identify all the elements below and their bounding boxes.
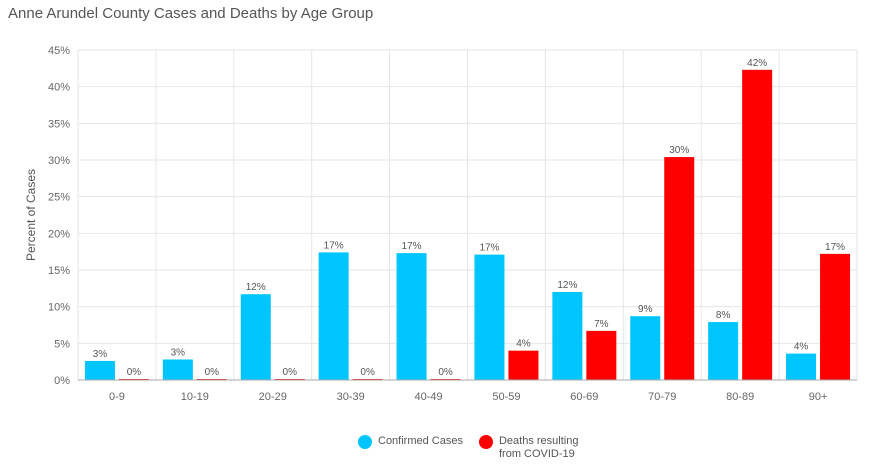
bar-deaths <box>664 157 695 380</box>
legend-item-confirmed-cases[interactable]: Confirmed Cases <box>358 435 463 449</box>
x-tick-label: 40-49 <box>414 391 442 403</box>
bar-confirmed-cases <box>552 292 583 380</box>
data-label: 9% <box>638 304 653 315</box>
data-label: 8% <box>716 310 731 321</box>
x-tick-label: 80-89 <box>726 391 754 403</box>
data-label: 17% <box>402 241 422 252</box>
data-label: 4% <box>516 339 531 350</box>
bar-confirmed-cases <box>708 322 739 380</box>
bar-confirmed-cases <box>474 254 505 380</box>
bar-confirmed-cases <box>84 360 115 380</box>
x-tick-label: 0-9 <box>109 391 125 403</box>
y-tick-label: 35% <box>48 118 70 130</box>
data-label: 17% <box>479 243 499 254</box>
data-label: 0% <box>127 367 142 378</box>
bar-confirmed-cases <box>162 359 193 380</box>
x-tick-label: 50-59 <box>492 391 520 403</box>
legend-item-deaths[interactable]: Deaths resulting from COVID-19 <box>478 435 579 461</box>
y-tick-label: 40% <box>48 82 70 94</box>
y-tick-label: 30% <box>48 155 70 167</box>
bar-confirmed-cases <box>630 316 661 380</box>
data-label: 12% <box>557 280 577 291</box>
y-tick-label: 10% <box>48 302 70 314</box>
y-tick-label: 0% <box>54 375 70 387</box>
data-label: 17% <box>825 242 845 253</box>
data-label: 0% <box>283 367 298 378</box>
data-label: 42% <box>747 58 767 69</box>
data-label: 0% <box>205 367 220 378</box>
x-tick-label: 10-19 <box>181 391 209 403</box>
data-label: 7% <box>594 319 609 330</box>
y-tick-label: 45% <box>48 45 70 57</box>
y-tick-label: 5% <box>54 338 70 350</box>
bar-confirmed-cases <box>786 353 817 380</box>
data-label: 0% <box>360 367 375 378</box>
x-tick-label: 30-39 <box>337 391 365 403</box>
data-label: 3% <box>171 347 186 358</box>
legend-label-deaths: Deaths resulting from COVID-19 <box>498 435 579 460</box>
y-tick-label: 15% <box>48 265 70 277</box>
x-tick-label: 60-69 <box>570 391 598 403</box>
bar-confirmed-cases <box>240 294 271 380</box>
data-label: 4% <box>794 342 809 353</box>
bar-deaths <box>586 330 617 380</box>
bar-chart: 0% 5% 10% 15% 20% 25% 30% 35% 40% 45% 3% 3% 12% 17% 17… <box>24 45 858 403</box>
bar-deaths <box>820 253 851 380</box>
data-label: 0% <box>438 367 453 378</box>
bar-confirmed-cases <box>318 252 349 380</box>
data-label: 12% <box>246 282 266 293</box>
y-tick-label: 25% <box>48 192 70 204</box>
y-axis-label: Percent of Cases <box>24 169 38 261</box>
data-label: 30% <box>669 145 689 156</box>
legend-swatch-deaths <box>478 435 493 449</box>
x-tick-label: 90+ <box>809 391 828 403</box>
bar-confirmed-cases <box>396 253 427 380</box>
data-label: 3% <box>93 349 108 360</box>
legend: Confirmed Cases Deaths resulting from CO… <box>358 435 578 461</box>
legend-swatch-confirmed-cases <box>358 435 372 449</box>
legend-label-confirmed-cases: Confirmed Cases <box>378 435 463 447</box>
chart-title: Anne Arundel County Cases and Deaths by … <box>8 5 374 22</box>
bar-deaths <box>742 69 773 381</box>
x-tick-label: 20-29 <box>259 391 287 403</box>
x-tick-label: 70-79 <box>648 391 676 403</box>
bar-deaths <box>508 350 539 380</box>
data-label: 17% <box>324 240 344 251</box>
y-tick-label: 20% <box>48 228 70 240</box>
